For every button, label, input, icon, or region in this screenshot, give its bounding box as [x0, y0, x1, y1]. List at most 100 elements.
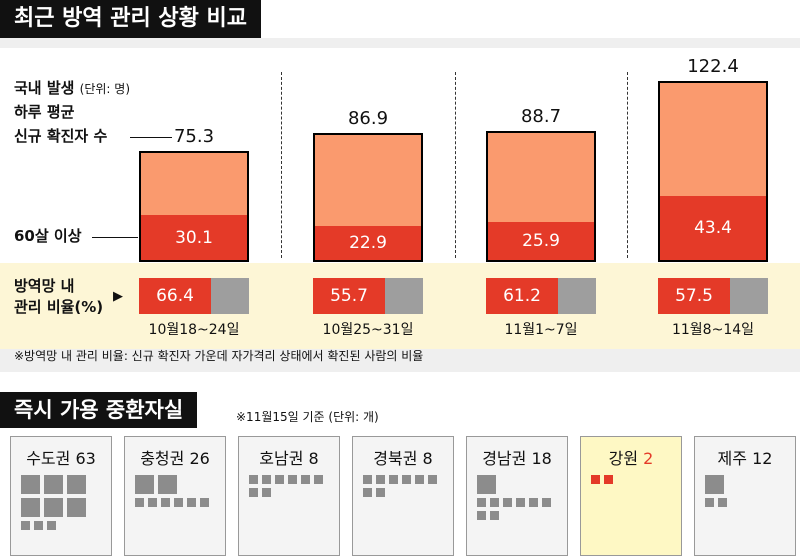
bed-block-1	[705, 498, 714, 507]
region-name: 경남권 18	[467, 445, 567, 469]
bed-block-1	[21, 521, 30, 530]
bed-block-1	[363, 488, 372, 497]
region-card: 경남권 18	[466, 436, 568, 556]
bar-total-label: 122.4	[687, 55, 739, 77]
new-cases-connector	[130, 137, 172, 138]
ratio-box: 57.5	[658, 278, 768, 314]
bed-block-1	[34, 521, 43, 530]
bed-block-1	[288, 475, 297, 484]
divider-1	[281, 72, 282, 258]
ratio-remainder	[730, 278, 768, 314]
region-card: 충청권 26	[124, 436, 226, 556]
region-name: 경북권 8	[353, 445, 453, 469]
region-count: 18	[531, 449, 552, 468]
region-count: 2	[643, 449, 654, 468]
bed-block-1	[314, 475, 323, 484]
bar-over60: 30.1	[141, 215, 247, 260]
bed-block-10	[705, 475, 724, 494]
region-name: 수도권 63	[11, 445, 111, 469]
period-label: 11월1~7일	[504, 322, 578, 338]
label-daily-cases-text: 국내 발생	[14, 79, 75, 97]
region-card: 호남권 8	[238, 436, 340, 556]
ratio-arrow-icon: ▶	[113, 289, 123, 304]
label-ratio-2: 관리 비율(%)	[14, 298, 104, 316]
bed-block-10	[135, 475, 154, 494]
region-label: 경남권	[482, 449, 532, 468]
bed-block-1	[148, 498, 157, 507]
bed-block-1	[389, 475, 398, 484]
bed-block-1	[187, 498, 196, 507]
ratio-box: 61.2	[486, 278, 596, 314]
ratio-value: 55.7	[313, 278, 385, 314]
bed-block-1	[200, 498, 209, 507]
region-name: 호남권 8	[239, 445, 339, 469]
bed-block-10	[44, 475, 63, 494]
region-count: 8	[308, 449, 319, 468]
bed-block-10	[21, 498, 40, 517]
region-card: 경북권 8	[352, 436, 454, 556]
bar-total-label: 88.7	[520, 105, 562, 127]
bed-block-1	[604, 475, 613, 484]
bed-block-1	[529, 498, 538, 507]
bed-block-10	[158, 475, 177, 494]
region-count: 63	[75, 449, 96, 468]
bed-block-10	[67, 475, 86, 494]
bed-block-1	[490, 511, 499, 520]
label-new-cases: 신규 확진자 수	[14, 127, 108, 145]
region-label: 경북권	[373, 449, 423, 468]
unit-label: (단위: 명)	[79, 82, 131, 96]
label-ratio-1: 방역망 내	[14, 277, 75, 295]
bed-block-1	[174, 498, 183, 507]
region-card: 제주 12	[694, 436, 796, 556]
bar-over60: 43.4	[660, 195, 766, 260]
period-label: 10월25~31일	[322, 322, 414, 338]
region-label: 제주	[717, 449, 753, 468]
bed-block-1	[402, 475, 411, 484]
bed-block-1	[477, 498, 486, 507]
bed-block-10	[67, 498, 86, 517]
region-name: 강원 2	[581, 445, 681, 469]
region-label: 호남권	[259, 449, 309, 468]
region-label: 강원	[608, 449, 644, 468]
bed-block-10	[477, 475, 496, 494]
period-label: 10월18~24일	[148, 322, 240, 338]
bed-block-1	[262, 488, 271, 497]
bed-block-1	[490, 498, 499, 507]
bar-total: 30.1	[139, 150, 249, 262]
bed-block-1	[275, 475, 284, 484]
region-card: 수도권 63	[10, 436, 112, 556]
region-name: 충청권 26	[125, 445, 225, 469]
bed-block-10	[44, 498, 63, 517]
bed-block-1	[503, 498, 512, 507]
bed-block-1	[542, 498, 551, 507]
bed-block-1	[262, 475, 271, 484]
bed-block-10	[21, 475, 40, 494]
beds-note: ※11월15일 기준 (단위: 개)	[236, 410, 379, 424]
bed-block-1	[591, 475, 600, 484]
ratio-value: 57.5	[658, 278, 730, 314]
bar-total: 22.9	[313, 133, 423, 262]
bed-block-1	[47, 521, 56, 530]
bed-block-1	[376, 488, 385, 497]
bed-block-1	[363, 475, 372, 484]
chart-title: 최근 방역 관리 상황 비교	[0, 0, 262, 38]
bed-block-1	[477, 511, 486, 520]
region-card: 강원 2	[580, 436, 682, 556]
bed-block-1	[249, 488, 258, 497]
region-label: 충청권	[140, 449, 190, 468]
bed-block-1	[161, 498, 170, 507]
label-over60: 60살 이상	[14, 227, 82, 245]
ratio-remainder	[211, 278, 249, 314]
ratio-remainder	[558, 278, 596, 314]
bar-over60-label: 25.9	[522, 230, 560, 251]
bed-block-1	[249, 475, 258, 484]
bar-over60-label: 43.4	[694, 217, 732, 238]
footnote: ※방역망 내 관리 비율: 신규 확진자 가운데 자가격리 상태에서 확진된 사…	[14, 349, 424, 363]
bar-over60-label: 22.9	[349, 233, 387, 254]
region-count: 8	[422, 449, 433, 468]
bar-over60: 25.9	[488, 221, 594, 260]
ratio-remainder	[385, 278, 423, 314]
bar-over60: 22.9	[315, 226, 421, 260]
bar-total: 43.4	[658, 80, 768, 262]
divider-3	[627, 72, 628, 258]
